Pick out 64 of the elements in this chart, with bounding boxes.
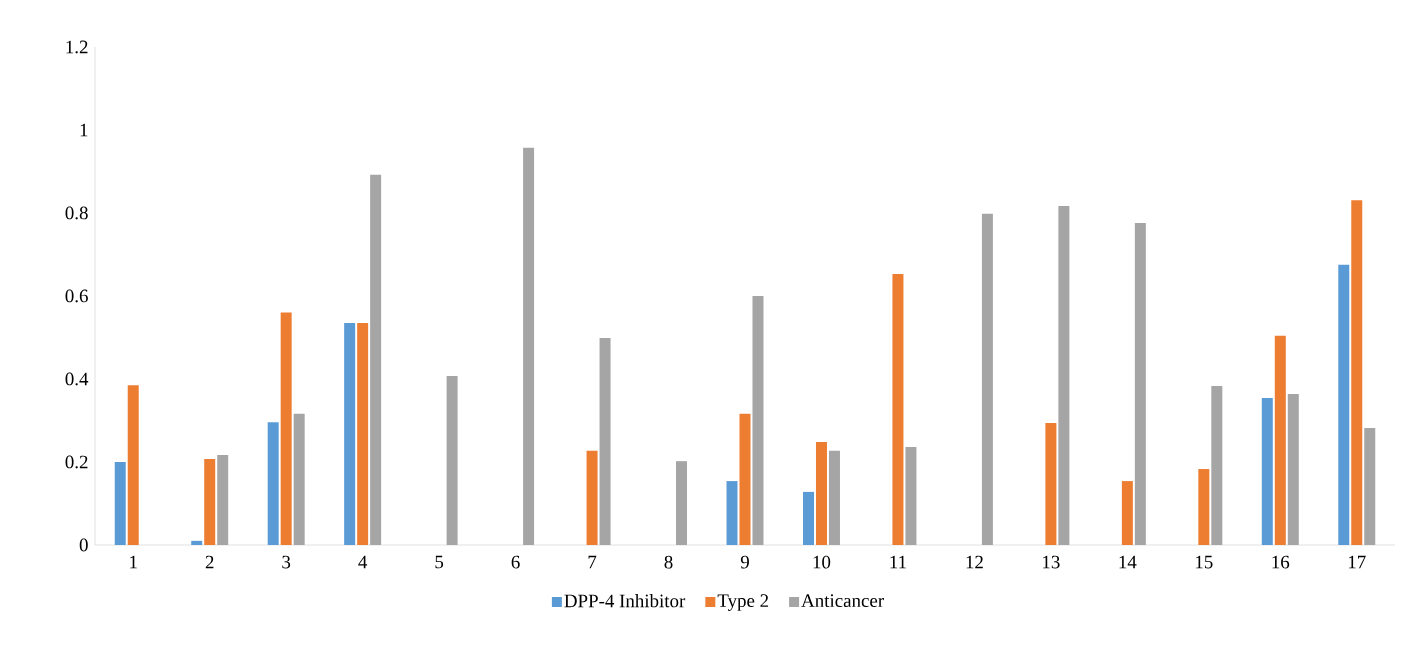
x-tick-label: 15 — [1196, 555, 1213, 569]
bar — [739, 413, 751, 545]
bar — [280, 312, 292, 545]
y-tick-label: 0 — [79, 538, 88, 552]
x-tick-label: 11 — [890, 555, 906, 569]
x-tick-label: 3 — [282, 555, 291, 569]
bar — [191, 540, 203, 545]
bar — [892, 274, 904, 545]
bar — [802, 491, 814, 545]
x-tick-label: 1 — [130, 555, 137, 569]
y-tick-label: 0.8 — [65, 206, 88, 220]
bar — [1338, 264, 1350, 545]
bar — [204, 459, 216, 545]
bar — [1134, 222, 1146, 545]
bar — [1198, 469, 1210, 545]
bar — [905, 447, 917, 545]
bar — [1211, 386, 1223, 545]
bar — [217, 454, 229, 545]
x-tick-label: 9 — [740, 555, 749, 569]
bar — [676, 461, 688, 545]
bar — [1121, 481, 1133, 545]
bar — [1261, 398, 1273, 545]
bar — [1351, 200, 1363, 545]
bar — [1058, 205, 1070, 545]
y-tick-label: 0.2 — [65, 455, 88, 469]
bar — [127, 385, 139, 545]
y-tick-label: 1 — [80, 123, 88, 137]
bar — [1045, 422, 1057, 545]
x-tick-label: 2 — [205, 555, 214, 569]
bar — [752, 296, 764, 545]
x-tick-label: 5 — [435, 555, 444, 569]
bar — [267, 422, 279, 545]
bar — [726, 481, 738, 545]
bar — [293, 413, 305, 545]
bar — [1364, 427, 1376, 545]
y-tick-label: 0.6 — [65, 289, 88, 303]
bar — [344, 322, 356, 545]
bar — [815, 442, 827, 545]
bar — [1287, 393, 1299, 545]
x-tick-label: 17 — [1348, 555, 1366, 569]
x-tick-label: 13 — [1043, 555, 1060, 569]
y-tick-label: 1.2 — [66, 40, 88, 54]
bar — [370, 174, 382, 545]
x-tick-label: 14 — [1119, 555, 1137, 569]
bar — [586, 450, 598, 545]
bar — [357, 322, 369, 545]
bar — [114, 462, 126, 545]
x-tick-label: 8 — [664, 555, 673, 569]
legend-label: DPP-4 Inhibitor — [564, 594, 686, 608]
bar — [599, 337, 611, 545]
x-tick-label: 6 — [511, 555, 520, 569]
x-tick-label: 12 — [966, 555, 983, 569]
bar — [446, 376, 458, 545]
legend-label: Anticancer — [801, 594, 884, 608]
legend-label: Type 2 — [717, 594, 769, 611]
x-tick-label: 10 — [813, 555, 831, 569]
y-tick-label: 0.4 — [65, 372, 89, 386]
bar — [981, 213, 993, 545]
x-tick-label: 7 — [588, 555, 597, 569]
x-tick-label: 4 — [358, 555, 368, 569]
bar — [523, 147, 535, 545]
bar — [1274, 335, 1286, 545]
bar — [828, 450, 840, 545]
x-tick-label: 16 — [1272, 555, 1290, 569]
